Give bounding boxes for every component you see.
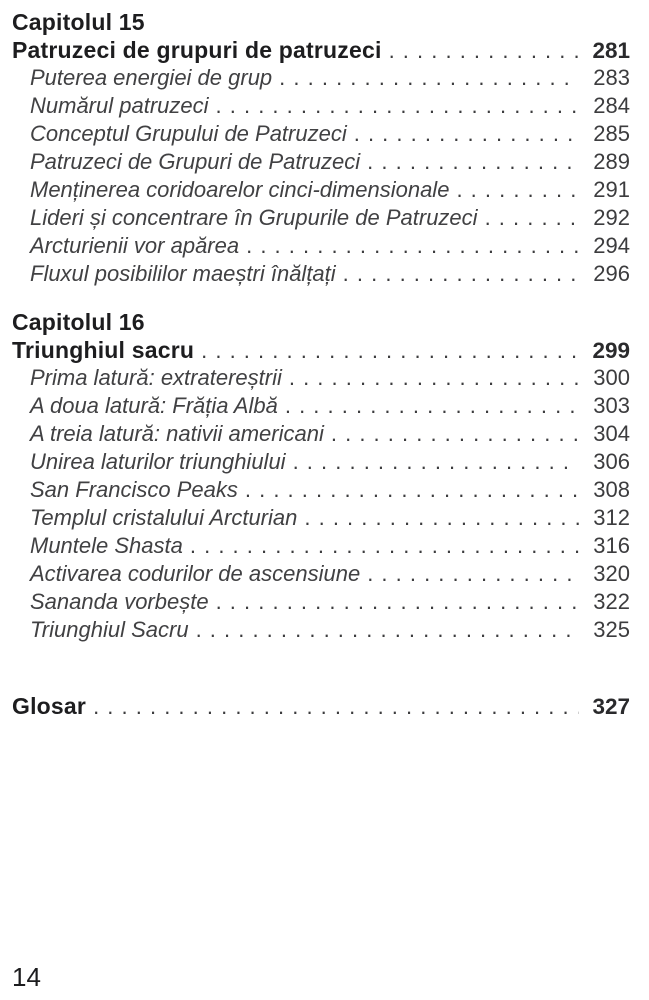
toc-title: Arcturienii vor apărea [30,233,240,258]
dot-leader [336,260,579,288]
toc-page-number: 294 [593,233,630,258]
dot-leader [86,693,579,721]
toc-page-number: 289 [593,149,630,174]
toc-page-number: 327 [592,694,630,719]
toc-entry-row: Lideri și concentrare în Grupurile de Pa… [12,204,630,232]
toc-chapter-title-row: Patruzeci de grupuri de patruzeci 281 [12,36,630,64]
toc-page-number: 325 [593,617,630,642]
toc-entry-row: Activarea codurilor de ascensiune 320 [12,560,630,588]
toc-page-number: 300 [593,365,630,390]
dot-leader [189,616,579,644]
dot-leader [209,588,579,616]
toc-title: Menținerea coridoarelor cinci-dimensiona… [30,177,450,202]
dot-leader [194,337,579,365]
dot-leader [286,448,579,476]
toc-entry-row: Fluxul posibililor maeștri înălțați 296 [12,260,630,288]
toc-chapter-title-row: Triunghiul sacru 299 [12,336,630,364]
toc-page-number: 291 [593,177,630,202]
toc-page-number: 316 [593,533,630,558]
dot-leader [449,176,579,204]
chapter-label: Capitolul 15 [12,9,145,35]
toc-section-chapter-15: Capitolul 15 Patruzeci de grupuri de pat… [12,8,630,288]
toc-page-number: 306 [593,449,630,474]
dot-leader [347,120,579,148]
toc-title: San Francisco Peaks [30,477,238,502]
toc-page-number: 292 [593,205,630,230]
toc-entry-row: Sananda vorbește 322 [12,588,630,616]
toc-entry-row: Muntele Shasta 316 [12,532,630,560]
toc-title: Triunghiul Sacru [30,617,189,642]
toc-title: Lideri și concentrare în Grupurile de Pa… [30,205,478,230]
dot-leader [360,560,579,588]
dot-leader [278,392,579,420]
toc-entry-row: Triunghiul Sacru 325 [12,616,630,644]
toc-page-number: 308 [593,477,630,502]
toc-entry-row: Unirea laturilor triunghiului 306 [12,448,630,476]
toc-entry-row: Prima latură: extratereștrii 300 [12,364,630,392]
dot-leader [382,37,579,65]
toc-page-number: 296 [593,261,630,286]
toc-entry-row: Templul cristalului Arcturian 312 [12,504,630,532]
toc-entry-row: Puterea energiei de grup 283 [12,64,630,92]
toc-title: A doua latură: Frăția Albă [30,393,278,418]
toc-page-number: 322 [593,589,630,614]
toc-entry-row: Menținerea coridoarelor cinci-dimensiona… [12,176,630,204]
dot-leader [238,476,579,504]
toc-page-number: 320 [593,561,630,586]
toc-page-number: 312 [593,505,630,530]
toc-glosar-row: Glosar 327 [12,692,630,720]
toc-title: Unirea laturilor triunghiului [30,449,286,474]
toc-title: Muntele Shasta [30,533,183,558]
toc-entry-row: Conceptul Grupului de Patruzeci 285 [12,120,630,148]
toc-entry-row: Patruzeci de Grupuri de Patruzeci 289 [12,148,630,176]
toc-title: Templul cristalului Arcturian [30,505,298,530]
chapter-label: Capitolul 16 [12,309,145,335]
toc-title: Fluxul posibililor maeștri înălțați [30,261,336,286]
toc-title: Patruzeci de Grupuri de Patruzeci [30,149,361,174]
toc-page-number: 283 [593,65,630,90]
toc-page-number: 299 [592,338,630,363]
toc-title: Puterea energiei de grup [30,65,273,90]
toc-page-number: 281 [592,38,630,63]
toc-title: Numărul patruzeci [30,93,209,118]
toc-title: A treia latură: nativii americani [30,421,324,446]
dot-leader [272,64,579,92]
toc-page-number: 284 [593,93,630,118]
toc-entry-row: Numărul patruzeci 284 [12,92,630,120]
toc-title: Triunghiul sacru [12,337,195,363]
toc-entry-row: Arcturienii vor apărea 294 [12,232,630,260]
folio-page-number: 14 [12,962,41,992]
toc-title: Activarea codurilor de ascensiune [30,561,361,586]
dot-leader [360,148,579,176]
dot-leader [478,204,579,232]
toc-page-number: 304 [593,421,630,446]
dot-leader [239,232,579,260]
dot-leader [183,532,579,560]
dot-leader [209,92,579,120]
dot-leader [297,504,579,532]
toc-entry-row: San Francisco Peaks 308 [12,476,630,504]
toc-section-chapter-16: Capitolul 16 Triunghiul sacru 299 Prima … [12,308,630,644]
dot-leader [324,420,579,448]
toc-page-number: 285 [593,121,630,146]
toc-entry-row: A treia latură: nativii americani 304 [12,420,630,448]
toc-title: Sananda vorbește [30,589,209,614]
toc-title: Glosar [12,693,87,719]
toc-title: Patruzeci de grupuri de patruzeci [12,37,382,63]
toc-title: Prima latură: extratereștrii [30,365,282,390]
toc-title: Conceptul Grupului de Patruzeci [30,121,347,146]
toc-entry-row: A doua latură: Frăția Albă 303 [12,392,630,420]
dot-leader [282,364,579,392]
toc-page-number: 303 [593,393,630,418]
